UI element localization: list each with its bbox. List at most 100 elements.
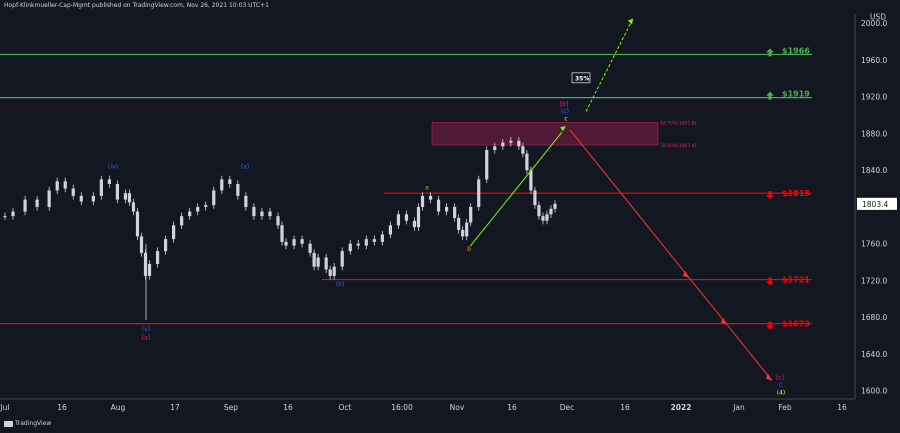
- level-label-1966: $1966: [782, 46, 810, 55]
- candle-body: [485, 149, 489, 180]
- level-label-1815: $1815: [782, 189, 810, 198]
- x-tick-label: Aug: [111, 403, 126, 412]
- candle-body: [436, 199, 441, 212]
- candle-body: [340, 251, 344, 267]
- x-tick-label: 16:00: [391, 403, 413, 412]
- x-tick-label: 16: [507, 403, 517, 412]
- candle-body: [163, 239, 168, 252]
- fib-zone-top-label: 88.70%(1891.8): [660, 121, 697, 127]
- last-price-tag: [857, 197, 897, 210]
- candle-body: [196, 206, 200, 212]
- x-tick-label: 16: [620, 403, 630, 412]
- candle-body: [332, 266, 336, 276]
- candle-body: [131, 202, 136, 212]
- candle-body: [276, 216, 280, 226]
- y-tick-label: 1840.0: [861, 166, 887, 175]
- arrow-down-icon: [766, 191, 774, 200]
- y-tick-label: 1920.0: [861, 93, 887, 102]
- y-tick-label: 1960.0: [861, 56, 887, 65]
- candle-body: [188, 211, 192, 217]
- fib-zone-bottom-label: 78.60%(1867.4): [660, 143, 697, 149]
- percent-box-label: 35%: [575, 75, 589, 82]
- wave-label: [a]: [142, 334, 150, 341]
- candle-body: [445, 206, 449, 212]
- candle-body: [172, 225, 176, 240]
- candle-body: [372, 239, 376, 242]
- y-tick-label: 1720.0: [861, 276, 887, 285]
- bearish-projection-2: [688, 277, 728, 325]
- candle-body: [180, 216, 184, 226]
- bearish-projection-1: [569, 129, 690, 279]
- candle-body: [529, 170, 533, 191]
- candle-body: [428, 195, 433, 200]
- wave-label: a: [425, 185, 429, 192]
- candle-body: [115, 183, 120, 200]
- candle-body: [420, 195, 425, 207]
- candle-body: [312, 252, 316, 267]
- x-tick-label: 16: [837, 403, 847, 412]
- candle-body: [47, 190, 51, 207]
- candle-body: [541, 216, 545, 221]
- candle-body: [236, 183, 240, 196]
- percent-box: [571, 72, 591, 84]
- wave-label: c: [564, 116, 567, 123]
- x-tick-label: Jul: [0, 403, 10, 412]
- candle-body: [204, 205, 208, 207]
- bearish-projection-3: [726, 324, 773, 381]
- x-tick-label: 16: [283, 403, 293, 412]
- candle-body: [316, 257, 320, 267]
- x-tick-label: Oct: [339, 403, 352, 412]
- candle-body: [388, 225, 393, 235]
- wave-label: [c]: [776, 375, 784, 382]
- candle-body: [465, 222, 469, 237]
- wave-label: (4): [777, 389, 786, 396]
- rally-arrowhead-icon: [560, 126, 566, 132]
- candle-body: [220, 179, 224, 191]
- candle-body: [477, 179, 481, 207]
- candle-body: [99, 179, 103, 196]
- candle-body: [11, 211, 15, 217]
- candle-body: [404, 214, 409, 221]
- candle-body: [324, 257, 328, 270]
- currency-label: USD: [870, 13, 886, 22]
- wave-label: C: [779, 382, 783, 389]
- tradingview-footer[interactable]: TradingView: [4, 420, 51, 427]
- candle-body: [493, 146, 497, 150]
- candle-body: [525, 153, 529, 171]
- candle-body: [79, 195, 83, 202]
- x-tick-label: Sep: [224, 403, 238, 412]
- candle-body: [461, 229, 465, 237]
- candle-body: [457, 217, 461, 230]
- wave-label: (a): [241, 163, 249, 170]
- bearish-arrowhead-3-icon: [766, 373, 772, 381]
- candle-body: [147, 263, 152, 276]
- candle-body: [107, 179, 111, 184]
- candle-body: [380, 234, 384, 242]
- candle-body: [155, 251, 160, 264]
- candle-body: [469, 206, 473, 223]
- level-label-1673: $1673: [782, 320, 810, 329]
- y-tick-label: 1680.0: [861, 313, 887, 322]
- candle-body: [228, 179, 232, 184]
- level-label-1919: $1919: [782, 90, 810, 99]
- candle-body: [412, 220, 417, 228]
- wave-label: (b): [336, 281, 345, 288]
- x-tick-label: 17: [170, 403, 180, 412]
- wave-label: (iv): [108, 163, 118, 170]
- candle-body: [3, 216, 7, 218]
- last-price-label: 1803.4: [862, 200, 888, 209]
- y-tick-label: 1880.0: [861, 129, 887, 138]
- candle-body: [280, 225, 284, 242]
- candle-body: [244, 195, 248, 207]
- rally-projection-line: [469, 131, 563, 247]
- candle-body: [501, 142, 505, 147]
- candle-body: [260, 211, 264, 217]
- candle-body: [135, 211, 140, 237]
- candle-body: [416, 206, 421, 228]
- tradingview-logo-icon: [4, 420, 13, 427]
- y-tick-label: 2000.0: [861, 19, 887, 28]
- candle-body: [284, 241, 288, 246]
- candle-body: [292, 239, 296, 246]
- candle-body: [212, 190, 216, 206]
